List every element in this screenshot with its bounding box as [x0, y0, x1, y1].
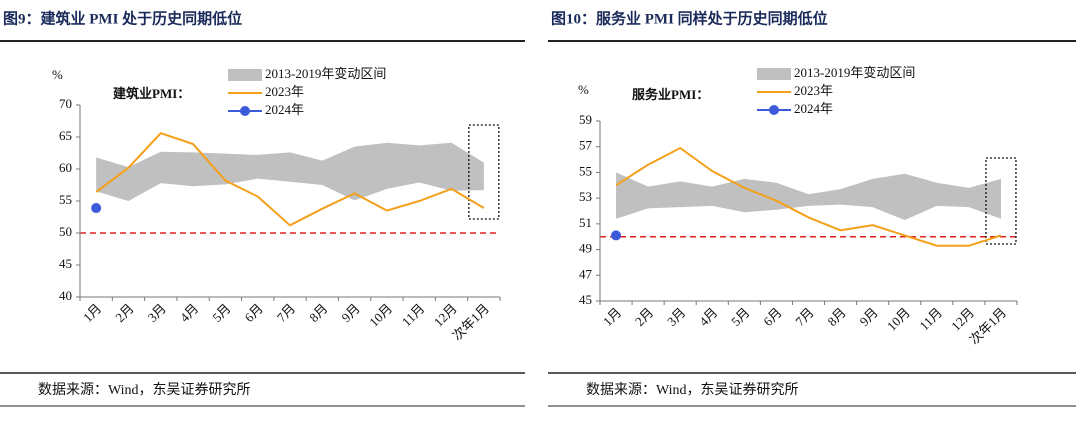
y-tick-label: 57: [579, 138, 593, 153]
x-tick-label: 1月: [80, 301, 104, 325]
legend-swatch: [769, 105, 779, 115]
x-tick-label: 4月: [177, 301, 201, 325]
point: [91, 203, 102, 214]
y-tick-label: 53: [579, 189, 592, 204]
y-tick-label: 47: [579, 266, 593, 281]
x-tick-label: 4月: [696, 305, 720, 329]
source: 数据来源：Wind，东吴证券研究所: [586, 382, 799, 398]
legend-swatch: [228, 69, 262, 81]
y-tick-label: 49: [579, 241, 592, 256]
x-tick-label: 10月: [884, 305, 913, 334]
chart-title: 图10：服务业 PMI 同样处于历史同期低位: [551, 9, 828, 27]
y-tick-label: 59: [579, 112, 592, 127]
x-tick-label: 9月: [856, 305, 880, 329]
x-tick-label: 7月: [274, 301, 298, 325]
x-tick-label: 5月: [209, 301, 233, 325]
legend-swatch: [240, 106, 250, 116]
line: [95, 132, 485, 227]
x-tick-label: 2月: [112, 301, 136, 325]
legend-label: 2024年: [265, 102, 304, 117]
x-tick-label: 7月: [792, 305, 816, 329]
chart-title: 图9：建筑业 PMI 处于历史同期低位: [3, 9, 242, 27]
y-tick-label: 65: [59, 128, 72, 143]
unit: %: [578, 82, 589, 97]
y-tick-label: 50: [59, 224, 72, 239]
legend-swatch: [757, 68, 791, 80]
range-band: [616, 172, 1001, 220]
x-tick-label: 11月: [916, 305, 945, 334]
x-tick-label: 次年1月: [449, 301, 492, 344]
highlight-box: [468, 124, 500, 220]
y-tick-label: 55: [59, 192, 72, 207]
y-tick-label: 51: [579, 215, 592, 230]
y-tick-label: 60: [59, 160, 72, 175]
x-tick-label: 1月: [600, 305, 624, 329]
y-tick-label: 45: [59, 256, 72, 271]
x-tick-label: 6月: [242, 301, 266, 325]
highlight-box: [985, 157, 1017, 245]
annotation: 服务业PMI：: [632, 87, 709, 102]
y-tick-label: 70: [59, 96, 72, 111]
x-tick-label: 2月: [632, 305, 656, 329]
x-tick-label: 3月: [145, 301, 169, 325]
legend-label: 2013-2019年变动区间: [794, 65, 915, 80]
x-tick-label: 3月: [664, 305, 688, 329]
point: [611, 230, 622, 241]
source: 数据来源：Wind，东吴证券研究所: [38, 382, 251, 398]
x-tick-label: 8月: [824, 305, 848, 329]
annotation: 建筑业PMI：: [113, 86, 190, 101]
x-tick-label: 12月: [431, 301, 460, 330]
legend-label: 2023年: [265, 84, 304, 99]
x-tick-label: 10月: [366, 301, 395, 330]
range-band: [96, 142, 484, 201]
y-tick-label: 45: [579, 292, 592, 307]
legend-label: 2023年: [794, 83, 833, 98]
line: [615, 146, 1002, 247]
y-tick-label: 40: [59, 288, 72, 303]
x-tick-label: 6月: [760, 305, 784, 329]
x-tick-label: 8月: [306, 301, 330, 325]
y-tick-label: 55: [579, 163, 592, 178]
x-tick-label: 9月: [338, 301, 362, 325]
x-tick-label: 11月: [399, 301, 428, 330]
unit: %: [52, 67, 63, 82]
legend-label: 2024年: [794, 101, 833, 116]
legend-label: 2013-2019年变动区间: [265, 66, 386, 81]
x-tick-label: 5月: [728, 305, 752, 329]
